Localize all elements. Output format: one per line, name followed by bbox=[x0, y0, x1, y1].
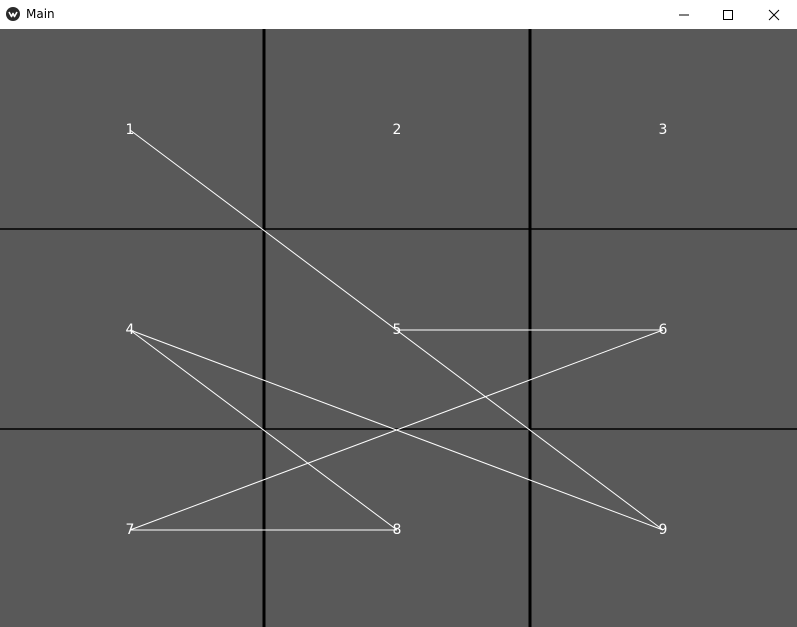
board-drawing bbox=[0, 29, 797, 627]
node-label-4[interactable]: 4 bbox=[125, 322, 135, 338]
node-label-7[interactable]: 7 bbox=[125, 522, 135, 538]
node-label-2[interactable]: 2 bbox=[392, 122, 402, 138]
node-label-3[interactable]: 3 bbox=[658, 122, 668, 138]
board-canvas[interactable]: 1 2 3 4 5 6 7 8 9 bbox=[0, 29, 797, 627]
edge-6-7 bbox=[129, 329, 664, 531]
window-title: Main bbox=[26, 7, 55, 21]
maximize-button[interactable] bbox=[705, 0, 751, 29]
edge-1-9 bbox=[129, 129, 664, 531]
node-label-6[interactable]: 6 bbox=[658, 322, 668, 338]
title-bar[interactable]: Main bbox=[0, 0, 797, 29]
app-logo-icon bbox=[6, 7, 20, 21]
node-label-8[interactable]: 8 bbox=[392, 522, 402, 538]
edge-4-8 bbox=[129, 329, 398, 531]
close-icon bbox=[768, 9, 780, 20]
node-label-9[interactable]: 9 bbox=[658, 522, 668, 538]
node-label-5[interactable]: 5 bbox=[392, 322, 402, 338]
close-button[interactable] bbox=[751, 0, 797, 29]
minimize-icon bbox=[679, 14, 689, 15]
node-label-1[interactable]: 1 bbox=[125, 122, 135, 138]
maximize-icon bbox=[723, 9, 733, 20]
minimize-button[interactable] bbox=[661, 0, 707, 29]
